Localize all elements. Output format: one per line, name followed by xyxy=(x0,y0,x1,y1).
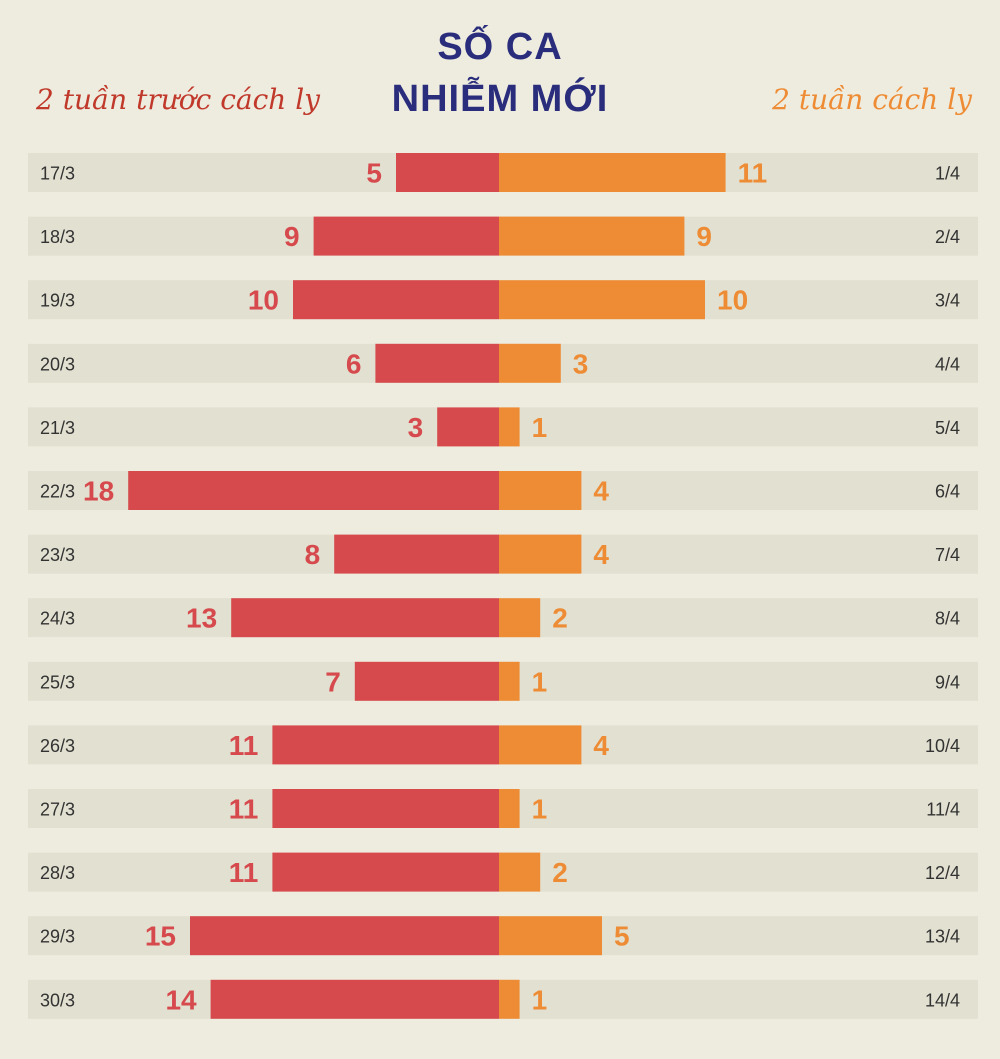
value-label-before: 3 xyxy=(408,412,424,443)
date-label-during: 13/4 xyxy=(925,927,960,947)
date-label-before: 25/3 xyxy=(40,672,75,692)
date-label-during: 1/4 xyxy=(935,164,960,184)
bar-during-quarantine xyxy=(499,280,705,320)
bar-before-quarantine xyxy=(128,471,499,510)
chart-title-line2: NHIỄM MỚI xyxy=(391,78,609,120)
bar-during-quarantine xyxy=(499,725,582,765)
date-label-during: 5/4 xyxy=(935,418,960,438)
value-label-during: 1 xyxy=(532,412,548,443)
date-label-before: 28/3 xyxy=(40,863,75,883)
date-label-before: 27/3 xyxy=(40,800,75,820)
value-label-before: 11 xyxy=(229,794,259,825)
bar-before-quarantine xyxy=(272,852,499,892)
left-series-label: 2 tuần trước cách ly xyxy=(36,83,320,116)
date-label-before: 24/3 xyxy=(40,609,75,629)
date-label-before: 21/3 xyxy=(40,418,75,438)
value-label-during: 1 xyxy=(532,666,548,697)
date-label-during: 12/4 xyxy=(925,863,960,883)
date-label-before: 29/3 xyxy=(40,927,75,947)
value-label-before: 7 xyxy=(325,666,341,697)
value-label-during: 1 xyxy=(532,984,548,1015)
value-label-before: 9 xyxy=(284,221,300,252)
date-label-during: 11/4 xyxy=(926,800,960,820)
bar-before-quarantine xyxy=(210,979,499,1019)
date-label-before: 19/3 xyxy=(40,291,75,311)
value-label-during: 3 xyxy=(573,348,589,379)
date-label-during: 2/4 xyxy=(935,227,960,247)
value-label-before: 15 xyxy=(145,921,176,952)
value-label-during: 10 xyxy=(717,285,748,316)
bar-during-quarantine xyxy=(499,153,726,192)
value-label-before: 8 xyxy=(305,539,321,570)
date-label-during: 8/4 xyxy=(935,609,960,629)
date-label-before: 30/3 xyxy=(40,990,75,1010)
value-label-during: 4 xyxy=(593,476,609,507)
date-label-during: 14/4 xyxy=(925,990,960,1010)
bar-before-quarantine xyxy=(396,153,499,192)
bar-before-quarantine xyxy=(437,407,499,447)
value-label-during: 2 xyxy=(552,857,568,888)
date-label-before: 22/3 xyxy=(40,482,75,502)
value-label-during: 5 xyxy=(614,921,630,952)
value-label-before: 11 xyxy=(229,857,259,888)
bar-before-quarantine xyxy=(272,789,499,828)
date-label-before: 18/3 xyxy=(40,227,75,247)
bar-during-quarantine xyxy=(499,916,602,956)
date-label-during: 10/4 xyxy=(925,736,960,756)
date-label-before: 17/3 xyxy=(40,164,75,184)
bar-during-quarantine xyxy=(499,407,520,447)
bar-during-quarantine xyxy=(499,598,541,638)
bar-during-quarantine xyxy=(499,343,561,383)
value-label-during: 9 xyxy=(696,221,712,252)
value-label-before: 13 xyxy=(186,603,217,634)
value-label-during: 4 xyxy=(593,730,609,761)
value-label-before: 18 xyxy=(83,476,114,507)
bar-during-quarantine xyxy=(499,534,582,574)
value-label-before: 14 xyxy=(165,984,197,1015)
date-label-before: 23/3 xyxy=(40,545,75,565)
bar-before-quarantine xyxy=(190,916,499,956)
bar-before-quarantine xyxy=(231,598,499,638)
date-label-before: 20/3 xyxy=(40,354,75,374)
date-label-during: 4/4 xyxy=(935,354,960,374)
value-label-before: 6 xyxy=(346,348,362,379)
bar-during-quarantine xyxy=(499,661,520,701)
value-label-during: 2 xyxy=(552,603,568,634)
bar-before-quarantine xyxy=(334,534,499,574)
right-series-label: 2 tuần cách ly xyxy=(772,83,972,116)
bar-before-quarantine xyxy=(375,343,499,383)
bar-during-quarantine xyxy=(499,852,541,892)
value-label-before: 5 xyxy=(366,158,382,189)
value-label-before: 11 xyxy=(229,730,259,761)
value-label-during: 11 xyxy=(738,158,768,189)
bar-before-quarantine xyxy=(313,216,499,256)
bar-during-quarantine xyxy=(499,216,685,256)
bar-during-quarantine xyxy=(499,979,520,1019)
bar-during-quarantine xyxy=(499,471,582,510)
bar-before-quarantine xyxy=(354,661,499,701)
chart-title-line1: SỐ CA xyxy=(437,26,563,68)
date-label-during: 6/4 xyxy=(935,482,960,502)
date-label-during: 7/4 xyxy=(935,545,960,565)
date-label-during: 3/4 xyxy=(935,291,960,311)
bar-before-quarantine xyxy=(293,280,499,320)
value-label-during: 1 xyxy=(532,794,548,825)
value-label-during: 4 xyxy=(593,539,609,570)
bar-during-quarantine xyxy=(499,789,520,828)
date-label-before: 26/3 xyxy=(40,736,75,756)
value-label-before: 10 xyxy=(248,285,279,316)
bar-before-quarantine xyxy=(272,725,499,765)
date-label-during: 9/4 xyxy=(935,672,960,692)
